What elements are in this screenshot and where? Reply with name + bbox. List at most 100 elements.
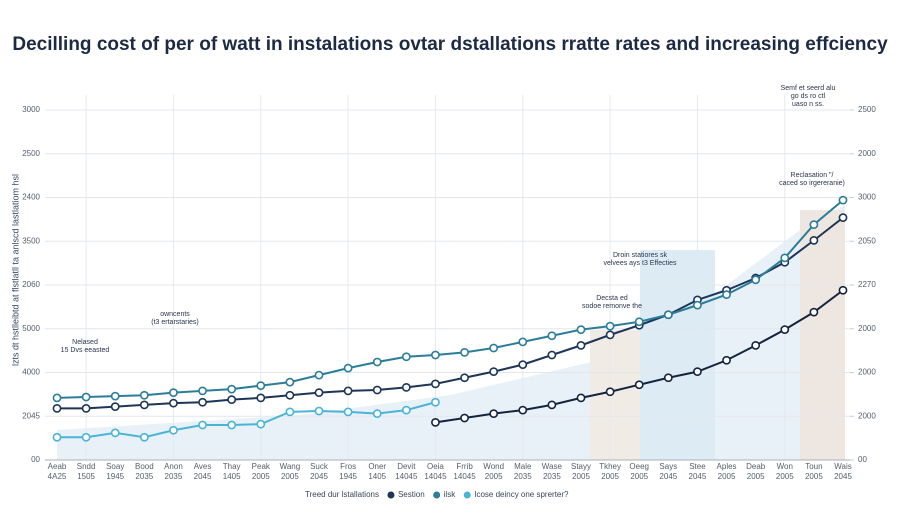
data-point bbox=[52, 432, 62, 442]
data-point bbox=[139, 400, 149, 410]
data-point bbox=[547, 400, 557, 410]
data-point bbox=[81, 432, 91, 442]
data-point bbox=[693, 300, 702, 310]
annotation: Decsta ed bbox=[596, 295, 628, 302]
x-tick-label: Wang bbox=[280, 462, 301, 471]
data-point bbox=[460, 373, 469, 383]
data-point bbox=[285, 377, 295, 387]
legend-marker bbox=[463, 491, 471, 499]
y2-tick-label: 00 bbox=[858, 455, 867, 464]
data-point bbox=[634, 380, 644, 390]
data-point bbox=[372, 409, 382, 419]
x-tick-label: Oner bbox=[368, 462, 386, 471]
x-tick-label: Won bbox=[777, 462, 793, 471]
data-point bbox=[431, 379, 440, 389]
data-point bbox=[285, 390, 295, 400]
y2-tick-label: 2270 bbox=[858, 280, 876, 289]
data-point bbox=[460, 413, 469, 423]
x-tick-label: Deab bbox=[746, 462, 766, 471]
x-sublabel: 2005 bbox=[601, 472, 619, 481]
y-tick-label: 4000 bbox=[22, 368, 40, 377]
x-tick-label: Wond bbox=[483, 462, 504, 471]
data-point bbox=[547, 331, 557, 341]
data-point bbox=[780, 253, 790, 263]
x-tick-label: Thay bbox=[223, 462, 241, 471]
x-sublabel: 2005 bbox=[572, 472, 590, 481]
data-point bbox=[314, 406, 324, 416]
y-tick-label: 3500 bbox=[22, 236, 40, 245]
data-point bbox=[285, 407, 295, 417]
data-point bbox=[227, 420, 237, 430]
legend-marker bbox=[387, 491, 395, 499]
y-tick-label: 00 bbox=[31, 455, 40, 464]
series-line bbox=[56, 199, 844, 399]
annotation: 15 Dvs eeasted bbox=[61, 347, 110, 354]
annotation: (t3 ertarstaries) bbox=[151, 319, 198, 326]
data-point bbox=[489, 367, 499, 377]
x-tick-label: Anon bbox=[164, 462, 183, 471]
x-tick-label: Toun bbox=[805, 462, 822, 471]
annotation: go ds ro ctl bbox=[791, 93, 826, 100]
y-tick-label: 2500 bbox=[22, 149, 40, 158]
data-point bbox=[343, 407, 353, 417]
data-point bbox=[693, 367, 702, 377]
x-sublabel: 2035 bbox=[543, 472, 561, 481]
y-tick-label: 2045 bbox=[22, 411, 40, 420]
data-point bbox=[198, 397, 207, 407]
data-point bbox=[605, 321, 615, 331]
x-tick-label: Fros bbox=[340, 462, 356, 471]
data-point bbox=[343, 363, 353, 373]
data-point bbox=[198, 420, 207, 430]
x-sublabel: 1405 bbox=[223, 472, 241, 481]
data-point bbox=[314, 370, 324, 380]
legend-marker bbox=[433, 491, 441, 499]
x-tick-label: Peak bbox=[252, 462, 271, 471]
data-point bbox=[256, 381, 266, 391]
x-tick-label: Stayy bbox=[571, 462, 591, 471]
annotation: Droin statiores sk bbox=[613, 252, 668, 259]
data-point bbox=[431, 417, 440, 427]
annotation: Nelased bbox=[72, 339, 98, 346]
data-point bbox=[52, 393, 62, 403]
x-sublabel: 4A25 bbox=[48, 472, 67, 481]
x-sublabel: 2005 bbox=[630, 472, 648, 481]
x-sublabel: 2045 bbox=[310, 472, 328, 481]
x-tick-label: Suck bbox=[310, 462, 329, 471]
x-sublabel: 14045 bbox=[424, 472, 447, 481]
x-sublabel: 2005 bbox=[281, 472, 299, 481]
legend-label: Treed dur lstallations bbox=[305, 490, 379, 499]
data-point bbox=[81, 403, 91, 413]
data-point bbox=[256, 419, 266, 429]
x-tick-label: Aples bbox=[717, 462, 737, 471]
data-point bbox=[663, 310, 673, 320]
y-axis-label: lzts dt hstlleibtd at flstlatll ta anlsc… bbox=[10, 174, 20, 366]
data-point bbox=[780, 325, 790, 335]
data-point bbox=[256, 393, 266, 403]
x-sublabel: 2005 bbox=[747, 472, 765, 481]
legend-label: Sestion bbox=[398, 490, 425, 499]
chart-title: Decilling cost of per of watt in instala… bbox=[12, 34, 888, 55]
band-shade bbox=[800, 210, 845, 460]
data-point bbox=[809, 235, 819, 245]
data-point bbox=[139, 432, 149, 442]
data-point bbox=[110, 391, 120, 401]
x-sublabel: 2035 bbox=[135, 472, 153, 481]
annotation: Semf et seerd alu bbox=[781, 85, 836, 92]
x-sublabel: 2035 bbox=[514, 472, 532, 481]
data-point bbox=[139, 390, 149, 400]
data-point bbox=[227, 384, 237, 394]
annotation: uaso n ss. bbox=[792, 101, 824, 108]
x-sublabel: 2045 bbox=[834, 472, 852, 481]
x-sublabel: 2005 bbox=[485, 472, 503, 481]
data-point bbox=[576, 393, 586, 403]
series-line bbox=[57, 216, 844, 410]
x-sublabel: 2005 bbox=[776, 472, 794, 481]
data-point bbox=[518, 337, 528, 347]
data-point bbox=[547, 350, 557, 360]
annotation: velvees ays t3 Effecties bbox=[603, 260, 677, 267]
x-sublabel: 2035 bbox=[165, 472, 183, 481]
data-point bbox=[431, 397, 440, 407]
x-sublabel: 1505 bbox=[77, 472, 95, 481]
data-point bbox=[489, 343, 499, 353]
